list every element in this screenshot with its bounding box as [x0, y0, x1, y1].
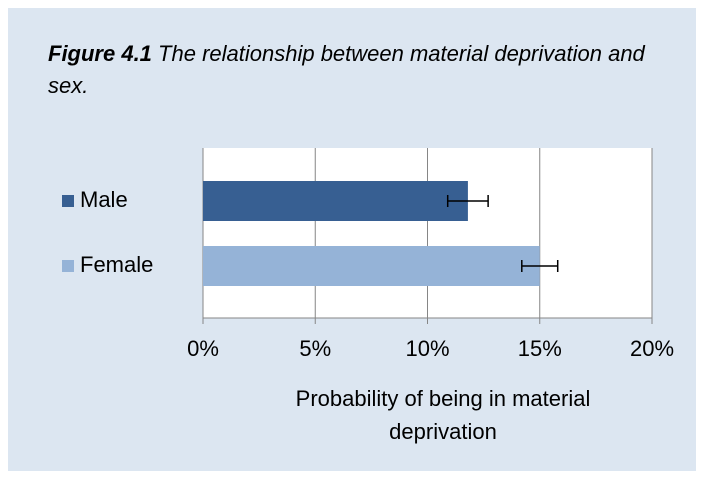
x-tick-label: 5% — [299, 336, 331, 361]
error-bar — [446, 195, 489, 207]
x-tick-label: 20% — [630, 336, 674, 361]
category-swatch — [62, 195, 74, 207]
y-tick-label: Female — [80, 252, 153, 277]
x-axis-label: Probability of being in material depriva… — [295, 386, 591, 444]
x-tick-label: 15% — [518, 336, 562, 361]
bar — [203, 181, 468, 221]
chart-title-block: Figure 4.1 The relationship between mate… — [48, 38, 648, 102]
error-bar — [521, 260, 559, 272]
category-swatch — [62, 260, 74, 272]
chart-title: The relationship between material depriv… — [48, 41, 645, 98]
bar — [203, 246, 540, 286]
figure-label: Figure 4.1 — [48, 41, 152, 66]
y-tick-label: Male — [80, 187, 128, 212]
x-tick-label: 0% — [187, 336, 219, 361]
x-tick-label: 10% — [405, 336, 449, 361]
